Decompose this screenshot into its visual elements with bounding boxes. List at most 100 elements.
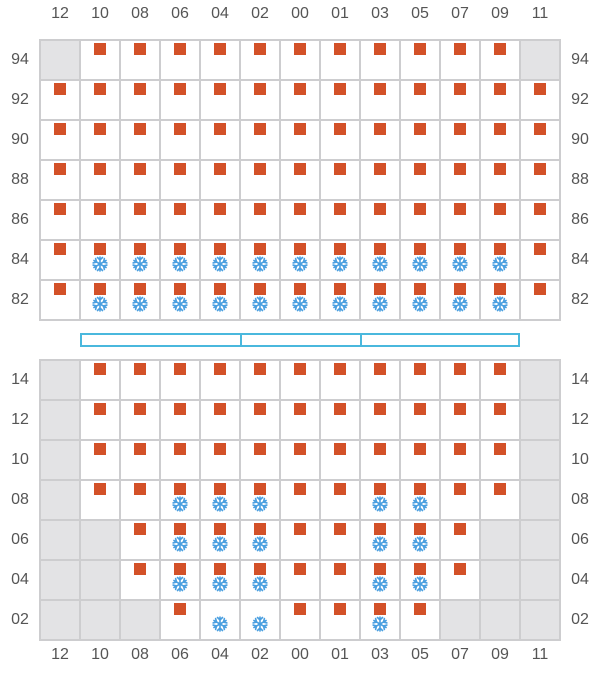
- slot-on_deck-92-09[interactable]: [480, 80, 520, 120]
- slot-on_deck-92-11[interactable]: [520, 80, 560, 120]
- slot-in_hold-02-06[interactable]: [160, 600, 200, 640]
- slot-on_deck-82-11[interactable]: [520, 280, 560, 320]
- slot-on_deck-88-02[interactable]: [240, 160, 280, 200]
- slot-on_deck-92-02[interactable]: [240, 80, 280, 120]
- slot-on_deck-84-05[interactable]: [400, 240, 440, 280]
- slot-in_hold-04-06[interactable]: [160, 560, 200, 600]
- slot-in_hold-12-00[interactable]: [280, 400, 320, 440]
- slot-on_deck-84-07[interactable]: [440, 240, 480, 280]
- slot-in_hold-08-06[interactable]: [160, 480, 200, 520]
- slot-on_deck-82-12[interactable]: [40, 280, 80, 320]
- slot-in_hold-08-11[interactable]: [520, 480, 560, 520]
- slot-in_hold-02-09[interactable]: [480, 600, 520, 640]
- slot-in_hold-12-12[interactable]: [40, 400, 80, 440]
- slot-on_deck-82-04[interactable]: [200, 280, 240, 320]
- slot-in_hold-02-04[interactable]: [200, 600, 240, 640]
- slot-on_deck-88-09[interactable]: [480, 160, 520, 200]
- slot-on_deck-86-06[interactable]: [160, 200, 200, 240]
- slot-on_deck-90-09[interactable]: [480, 120, 520, 160]
- slot-on_deck-90-07[interactable]: [440, 120, 480, 160]
- slot-in_hold-02-01[interactable]: [320, 600, 360, 640]
- slot-on_deck-90-12[interactable]: [40, 120, 80, 160]
- slot-on_deck-88-07[interactable]: [440, 160, 480, 200]
- slot-in_hold-04-02[interactable]: [240, 560, 280, 600]
- slot-in_hold-02-07[interactable]: [440, 600, 480, 640]
- hatch-cover-panel[interactable]: [360, 333, 520, 347]
- slot-in_hold-06-01[interactable]: [320, 520, 360, 560]
- slot-in_hold-04-07[interactable]: [440, 560, 480, 600]
- slot-on_deck-90-05[interactable]: [400, 120, 440, 160]
- slot-in_hold-06-07[interactable]: [440, 520, 480, 560]
- slot-on_deck-88-08[interactable]: [120, 160, 160, 200]
- slot-on_deck-88-10[interactable]: [80, 160, 120, 200]
- slot-on_deck-86-02[interactable]: [240, 200, 280, 240]
- slot-in_hold-08-09[interactable]: [480, 480, 520, 520]
- slot-in_hold-08-05[interactable]: [400, 480, 440, 520]
- slot-on_deck-94-07[interactable]: [440, 40, 480, 80]
- slot-on_deck-88-04[interactable]: [200, 160, 240, 200]
- slot-on_deck-92-05[interactable]: [400, 80, 440, 120]
- slot-in_hold-14-08[interactable]: [120, 360, 160, 400]
- slot-on_deck-88-11[interactable]: [520, 160, 560, 200]
- slot-in_hold-14-12[interactable]: [40, 360, 80, 400]
- slot-on_deck-92-03[interactable]: [360, 80, 400, 120]
- slot-on_deck-82-01[interactable]: [320, 280, 360, 320]
- slot-in_hold-12-09[interactable]: [480, 400, 520, 440]
- slot-in_hold-02-08[interactable]: [120, 600, 160, 640]
- slot-on_deck-82-03[interactable]: [360, 280, 400, 320]
- slot-on_deck-84-06[interactable]: [160, 240, 200, 280]
- slot-on_deck-82-00[interactable]: [280, 280, 320, 320]
- slot-on_deck-86-05[interactable]: [400, 200, 440, 240]
- slot-in_hold-06-02[interactable]: [240, 520, 280, 560]
- slot-on_deck-94-01[interactable]: [320, 40, 360, 80]
- slot-on_deck-90-00[interactable]: [280, 120, 320, 160]
- slot-on_deck-92-01[interactable]: [320, 80, 360, 120]
- slot-in_hold-02-05[interactable]: [400, 600, 440, 640]
- hatch-cover-panel[interactable]: [240, 333, 362, 347]
- slot-on_deck-86-04[interactable]: [200, 200, 240, 240]
- slot-in_hold-04-11[interactable]: [520, 560, 560, 600]
- slot-in_hold-12-04[interactable]: [200, 400, 240, 440]
- slot-in_hold-14-06[interactable]: [160, 360, 200, 400]
- slot-on_deck-92-10[interactable]: [80, 80, 120, 120]
- slot-in_hold-14-02[interactable]: [240, 360, 280, 400]
- slot-on_deck-82-08[interactable]: [120, 280, 160, 320]
- slot-in_hold-14-00[interactable]: [280, 360, 320, 400]
- slot-on_deck-84-10[interactable]: [80, 240, 120, 280]
- slot-on_deck-82-02[interactable]: [240, 280, 280, 320]
- slot-on_deck-86-01[interactable]: [320, 200, 360, 240]
- slot-in_hold-08-10[interactable]: [80, 480, 120, 520]
- slot-on_deck-84-01[interactable]: [320, 240, 360, 280]
- slot-on_deck-94-09[interactable]: [480, 40, 520, 80]
- slot-in_hold-08-00[interactable]: [280, 480, 320, 520]
- slot-on_deck-84-04[interactable]: [200, 240, 240, 280]
- slot-on_deck-92-07[interactable]: [440, 80, 480, 120]
- slot-on_deck-86-08[interactable]: [120, 200, 160, 240]
- slot-in_hold-10-09[interactable]: [480, 440, 520, 480]
- slot-on_deck-92-00[interactable]: [280, 80, 320, 120]
- slot-on_deck-90-04[interactable]: [200, 120, 240, 160]
- slot-in_hold-02-11[interactable]: [520, 600, 560, 640]
- slot-in_hold-08-04[interactable]: [200, 480, 240, 520]
- slot-on_deck-94-12[interactable]: [40, 40, 80, 80]
- slot-on_deck-86-10[interactable]: [80, 200, 120, 240]
- slot-on_deck-94-08[interactable]: [120, 40, 160, 80]
- slot-on_deck-92-06[interactable]: [160, 80, 200, 120]
- slot-on_deck-84-11[interactable]: [520, 240, 560, 280]
- slot-on_deck-88-01[interactable]: [320, 160, 360, 200]
- slot-in_hold-12-01[interactable]: [320, 400, 360, 440]
- slot-on_deck-82-09[interactable]: [480, 280, 520, 320]
- slot-in_hold-12-06[interactable]: [160, 400, 200, 440]
- slot-in_hold-04-04[interactable]: [200, 560, 240, 600]
- slot-on_deck-88-06[interactable]: [160, 160, 200, 200]
- slot-in_hold-04-05[interactable]: [400, 560, 440, 600]
- slot-on_deck-82-10[interactable]: [80, 280, 120, 320]
- slot-in_hold-06-11[interactable]: [520, 520, 560, 560]
- slot-in_hold-14-04[interactable]: [200, 360, 240, 400]
- slot-in_hold-02-12[interactable]: [40, 600, 80, 640]
- slot-on_deck-92-08[interactable]: [120, 80, 160, 120]
- slot-on_deck-90-01[interactable]: [320, 120, 360, 160]
- slot-on_deck-84-12[interactable]: [40, 240, 80, 280]
- slot-in_hold-04-10[interactable]: [80, 560, 120, 600]
- slot-in_hold-10-06[interactable]: [160, 440, 200, 480]
